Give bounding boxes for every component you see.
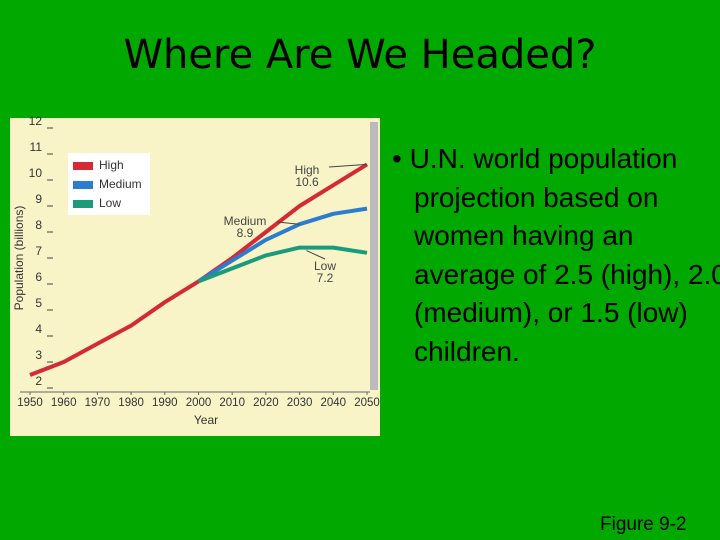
y-tick-label: 2 bbox=[35, 374, 42, 388]
x-tick-label: 1960 bbox=[51, 397, 77, 409]
y-tick-label: 9 bbox=[35, 192, 42, 206]
y-tick-label: 6 bbox=[35, 270, 42, 284]
y-tick-label: 5 bbox=[35, 296, 42, 310]
legend-label: High bbox=[99, 158, 124, 172]
chart-edge bbox=[370, 122, 378, 390]
annotation-value: 10.6 bbox=[295, 175, 319, 189]
bullet-body: U.N. world population projection based o… bbox=[409, 143, 720, 367]
slide-title: Where Are We Headed? bbox=[123, 32, 597, 78]
annotation-leader bbox=[328, 163, 368, 168]
x-tick-label: 2020 bbox=[253, 397, 279, 409]
bullet-text: • U.N. world population projection based… bbox=[392, 140, 720, 371]
legend-swatch bbox=[73, 162, 93, 170]
x-tick-label: 1990 bbox=[152, 397, 178, 409]
x-tick-label: 1970 bbox=[85, 397, 111, 409]
x-tick-label: 1950 bbox=[17, 397, 43, 409]
annotation-label: High bbox=[295, 163, 320, 177]
legend-box bbox=[68, 153, 150, 215]
series-line bbox=[29, 162, 369, 377]
y-tick-label: 3 bbox=[35, 348, 42, 362]
x-tick-label: 2040 bbox=[321, 397, 347, 409]
x-tick-label: 1980 bbox=[118, 397, 144, 409]
x-tick-label: 2000 bbox=[186, 397, 212, 409]
y-tick-label: 4 bbox=[35, 322, 42, 336]
y-tick-label: 8 bbox=[35, 218, 42, 232]
legend-swatch bbox=[73, 200, 93, 208]
annotation-value: 8.9 bbox=[237, 226, 254, 240]
annotation-value: 7.2 bbox=[317, 271, 334, 285]
y-axis-label: Population (billions) bbox=[12, 206, 26, 311]
x-tick-label: 2050 bbox=[354, 397, 380, 409]
y-tick-label: 11 bbox=[30, 140, 43, 154]
x-tick-label: 2030 bbox=[287, 397, 313, 409]
y-tick-label: 7 bbox=[35, 244, 42, 258]
legend-swatch bbox=[73, 181, 93, 189]
figure-caption: Figure 9-2 bbox=[600, 514, 687, 535]
y-tick-label: 10 bbox=[29, 166, 43, 180]
legend-label: Medium bbox=[99, 177, 142, 191]
annotation-leader bbox=[306, 250, 326, 260]
y-tick-label: 12 bbox=[29, 114, 43, 128]
annotation-label: Low bbox=[314, 259, 336, 273]
series-line bbox=[197, 206, 368, 284]
annotation-label: Medium bbox=[224, 214, 267, 228]
annotation-leader bbox=[276, 221, 300, 225]
x-axis-label: Year bbox=[194, 413, 218, 427]
legend-label: Low bbox=[99, 196, 121, 210]
x-tick-label: 2010 bbox=[219, 397, 245, 409]
series-line bbox=[197, 245, 368, 284]
chart-background bbox=[10, 118, 380, 436]
